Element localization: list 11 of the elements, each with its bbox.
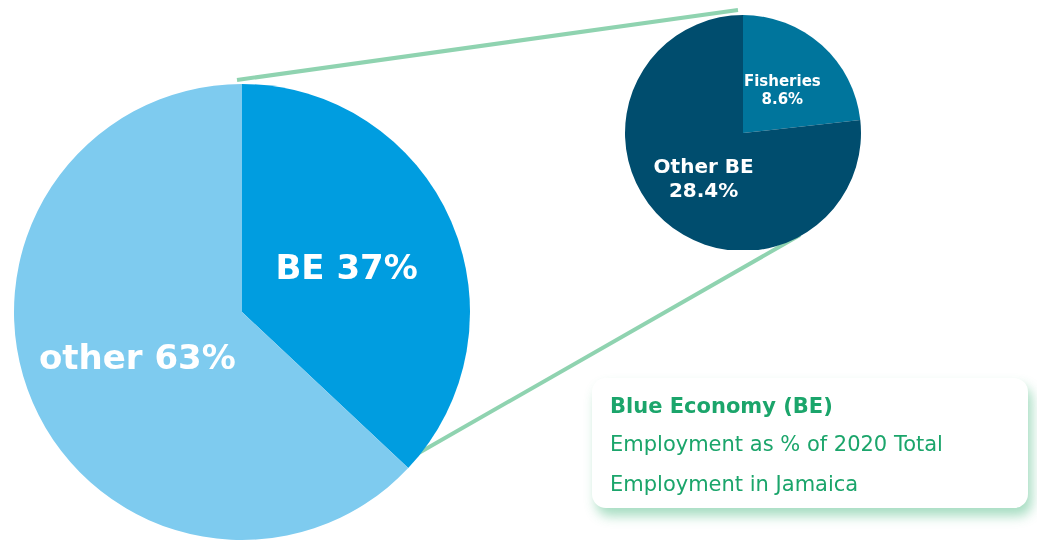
pie-slice xyxy=(625,15,861,250)
data-label: 8.6% xyxy=(761,90,804,109)
data-label: 28.4% xyxy=(668,177,739,202)
slice-label: BE 37% xyxy=(275,246,418,287)
text: Blue Economy (BE) xyxy=(610,394,834,418)
pie-slice xyxy=(242,84,470,469)
slice-label: other 63% xyxy=(38,337,236,378)
slice-label: Other BE xyxy=(653,153,754,178)
text: Employment as % of 2020 Total Employment in Jamaica xyxy=(610,431,944,498)
pie-slice xyxy=(743,15,861,133)
slice-label: Fisheries xyxy=(743,72,821,91)
